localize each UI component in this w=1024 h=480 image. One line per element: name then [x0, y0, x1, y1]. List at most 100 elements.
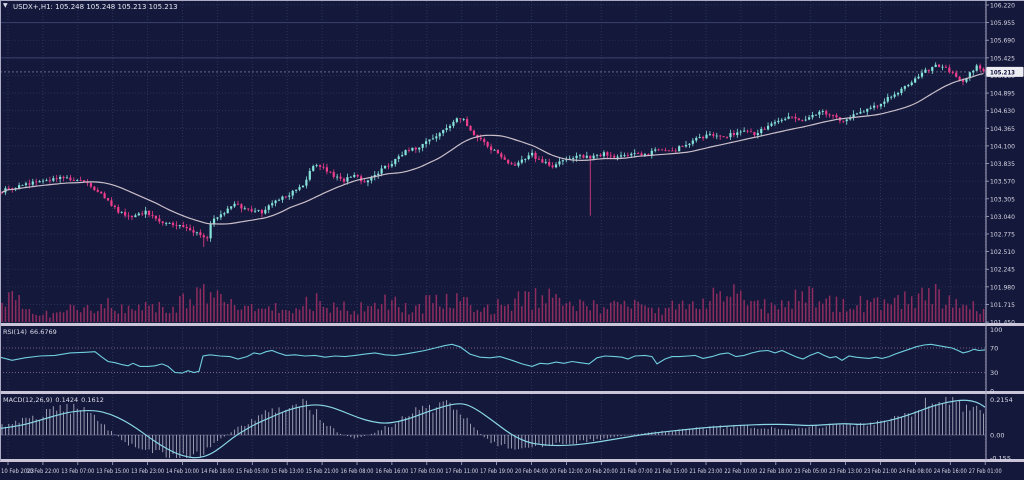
volume-bar: [907, 304, 910, 322]
volume-bar: [825, 298, 827, 322]
volume-bar: [893, 297, 896, 322]
candle-body: [189, 228, 192, 231]
volume-bar: [394, 296, 397, 322]
volume-bar: [356, 314, 359, 322]
volume-bar: [161, 307, 164, 322]
candle-body: [312, 166, 315, 171]
volume-bar: [305, 296, 308, 322]
candle-body: [876, 105, 879, 107]
volume-bar: [203, 284, 205, 322]
candle-body: [513, 164, 517, 166]
volume-bar: [391, 300, 393, 322]
volume-bar: [18, 295, 20, 322]
volume-bar: [674, 309, 677, 322]
candle-body: [575, 155, 578, 159]
candle-body: [209, 224, 212, 239]
pane-separator[interactable]: [0, 391, 1024, 394]
volume-bar: [712, 287, 715, 322]
volume-bar: [86, 305, 89, 322]
volume-bar: [904, 291, 906, 322]
candle-body: [195, 232, 199, 234]
candle-body: [541, 159, 544, 163]
pane-separator[interactable]: [0, 323, 1024, 326]
candle-body: [48, 180, 51, 182]
rsi-indicator-value: 66.6769: [29, 328, 57, 336]
candle-body: [339, 176, 342, 179]
candle-body: [141, 213, 144, 215]
candle-body: [332, 172, 335, 177]
volume-bar: [808, 286, 810, 322]
candle-body: [773, 122, 777, 124]
price-axis-label: 102.775: [990, 230, 1015, 238]
volume-bar: [661, 314, 663, 322]
volume-bar: [274, 303, 277, 322]
candle-body: [110, 200, 113, 206]
candle-body: [151, 214, 154, 216]
candle-body: [24, 183, 28, 185]
candle-body: [489, 146, 493, 151]
pane-separator[interactable]: [0, 459, 1024, 462]
candle-body: [137, 213, 140, 216]
current-price-tag: [986, 66, 1024, 77]
volume-bar: [110, 307, 113, 322]
candle-body: [890, 96, 893, 98]
candle-body: [62, 176, 65, 179]
volume-bar: [900, 308, 903, 322]
volume-bar: [271, 310, 273, 322]
time-axis-label: 15 Feb 13:00: [271, 468, 304, 475]
volume-bar: [38, 315, 41, 322]
candle-body: [414, 147, 417, 150]
volume-bar: [1, 302, 3, 322]
volume-bar: [866, 299, 869, 322]
candle-body: [554, 164, 558, 168]
candle-body: [544, 161, 547, 163]
candle-body: [103, 193, 106, 199]
candle-body: [589, 155, 592, 159]
candle-body: [250, 209, 253, 212]
candle-body: [691, 140, 694, 144]
volume-bar: [743, 299, 745, 322]
volume-bar: [261, 308, 263, 322]
volume-bar: [842, 298, 845, 322]
candle-body: [117, 207, 120, 213]
volume-bar: [223, 301, 226, 322]
volume-bar: [117, 313, 120, 322]
volume-bar: [541, 295, 544, 322]
volume-bar: [692, 301, 694, 322]
volume-bar: [938, 289, 940, 322]
volume-bar: [442, 308, 444, 322]
candle-body: [845, 119, 848, 122]
volume-bar: [185, 308, 188, 322]
volume-bar: [28, 308, 31, 322]
volume-bar: [832, 311, 834, 322]
volume-bar: [798, 301, 800, 322]
candle-body: [260, 210, 264, 214]
volume-bar: [822, 303, 824, 322]
volume-bar: [890, 304, 892, 322]
candle-body: [431, 138, 435, 140]
candle-body: [531, 152, 534, 156]
price-axis-label: 104.895: [990, 90, 1015, 98]
candle-body: [671, 150, 674, 152]
volume-bar: [613, 300, 615, 322]
candle-body: [808, 117, 811, 120]
candle-body: [171, 222, 175, 226]
volume-bar: [493, 313, 496, 322]
volume-bar: [360, 302, 362, 322]
symbol-dropdown-icon[interactable]: ▼: [3, 2, 8, 9]
volume-bar: [244, 305, 246, 322]
volume-bar: [716, 293, 718, 322]
volume-bar: [534, 288, 537, 322]
volume-bar: [644, 305, 646, 322]
volume-bar: [418, 304, 420, 322]
volume-bar: [555, 293, 557, 322]
candle-body: [920, 72, 924, 77]
price-axis-label: 103.040: [990, 213, 1015, 221]
volume-bar: [777, 309, 780, 322]
price-axis-label: 101.715: [990, 301, 1015, 309]
candle-body: [968, 72, 971, 78]
candle-body: [623, 154, 626, 156]
volume-bar: [849, 308, 851, 322]
